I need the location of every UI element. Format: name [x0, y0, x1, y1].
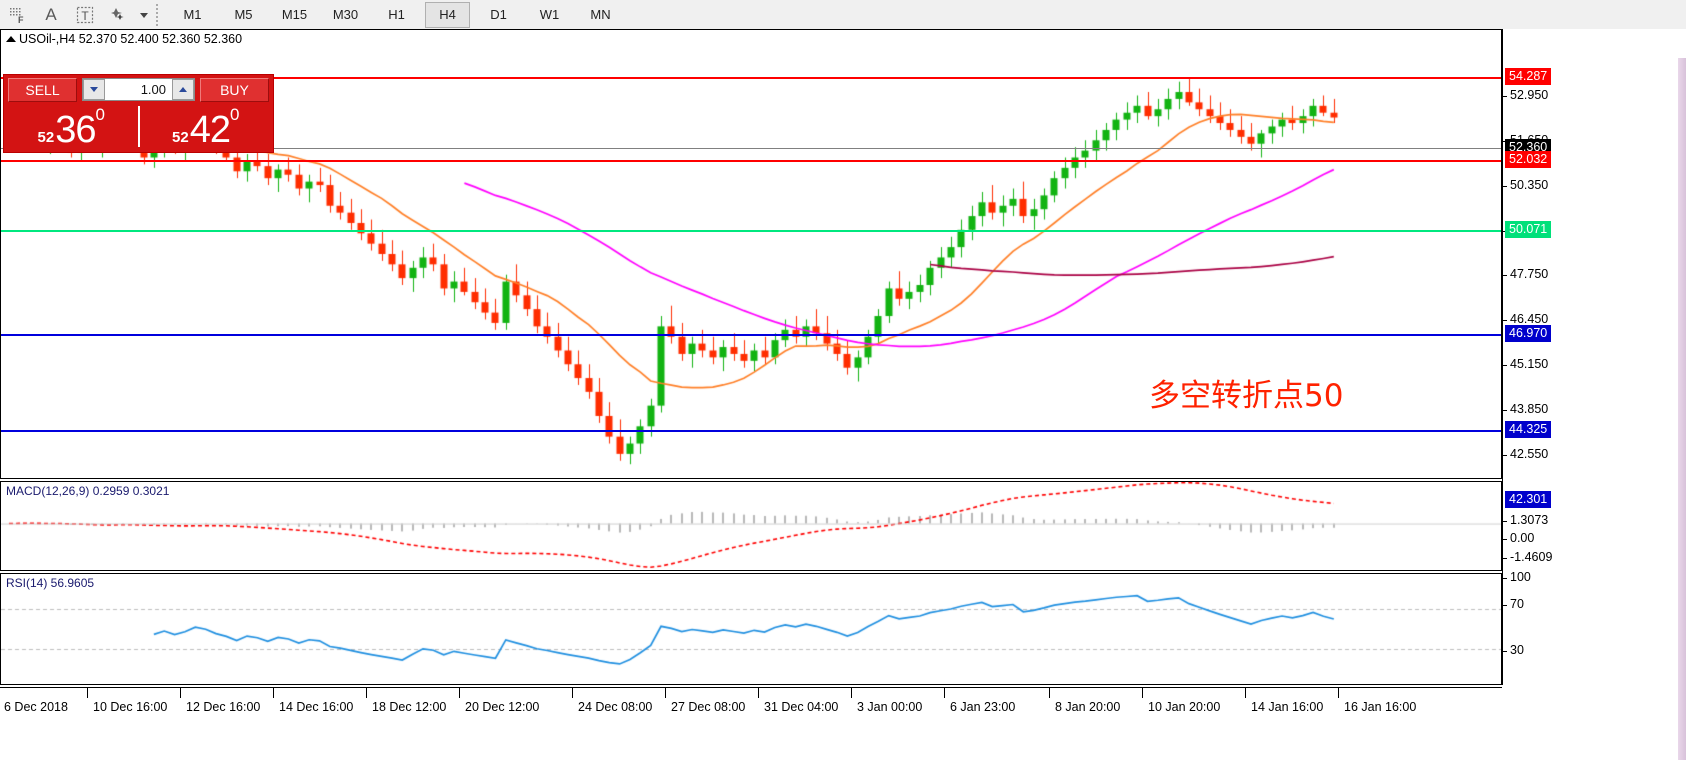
time-tick	[1049, 688, 1050, 698]
buy-price-big: 42	[189, 109, 231, 151]
sell-price[interactable]: 52 36 0	[5, 103, 138, 149]
price-scale[interactable]: 52.95051.65050.35049.05047.75046.45045.1…	[1502, 29, 1679, 685]
buy-price-lead: 52	[172, 129, 189, 146]
collapse-arrow-icon[interactable]	[6, 36, 16, 42]
price-tag-red: 52.032	[1505, 151, 1552, 168]
timeframe-m30[interactable]: M30	[332, 7, 359, 22]
buy-button[interactable]: BUY	[200, 77, 269, 102]
time-label: 12 Dec 16:00	[186, 700, 261, 714]
svg-text:F: F	[18, 15, 24, 24]
time-label: 24 Dec 08:00	[578, 700, 653, 714]
time-label: 31 Dec 04:00	[764, 700, 839, 714]
time-tick	[273, 688, 274, 698]
level-line	[1, 160, 1501, 162]
level-line	[1, 148, 1501, 149]
time-label: 14 Dec 16:00	[279, 700, 354, 714]
window-edge	[1678, 58, 1686, 760]
trade-panel-top: SELL 1.00 BUY	[5, 76, 272, 103]
timeframe-d1[interactable]: D1	[490, 7, 507, 22]
timeframe-h4[interactable]: H4	[425, 1, 470, 28]
sell-price-lead: 52	[37, 129, 55, 146]
time-tick	[758, 688, 759, 698]
time-label: 16 Jan 16:00	[1344, 700, 1417, 714]
time-tick	[180, 688, 181, 698]
time-tick	[665, 688, 666, 698]
time-label: 6 Dec 2018	[4, 700, 68, 714]
time-label: 6 Jan 23:00	[950, 700, 1016, 714]
chart-area: USOil-,H4 52.370 52.400 52.360 52.360 多空…	[0, 29, 1686, 760]
time-label: 10 Dec 16:00	[93, 700, 168, 714]
level-line	[1, 334, 1501, 336]
rsi-canvas	[1, 574, 1501, 684]
timeframe-mn[interactable]: MN	[590, 7, 611, 22]
volume-input[interactable]: 1.00	[82, 78, 195, 101]
buy-price[interactable]: 52 42 0	[140, 103, 273, 149]
macd-pane[interactable]: MACD(12,26,9) 0.2959 0.3021	[0, 481, 1502, 571]
sell-price-big: 36	[55, 109, 96, 151]
timeframe-m5[interactable]: M5	[234, 7, 253, 22]
sell-button[interactable]: SELL	[8, 77, 77, 102]
time-label: 18 Dec 12:00	[372, 700, 447, 714]
time-label: 14 Jan 16:00	[1251, 700, 1324, 714]
price-tag-blue: 44.325	[1505, 421, 1552, 438]
time-axis: 6 Dec 2018 10 Dec 16:00 12 Dec 16:00 14 Dec…	[0, 687, 1502, 731]
price-tag-green: 50.071	[1505, 221, 1552, 238]
time-label: 27 Dec 08:00	[671, 700, 746, 714]
time-tick	[1142, 688, 1143, 698]
rsi-label: RSI(14) 56.9605	[6, 576, 95, 590]
svg-text:T: T	[81, 9, 89, 23]
time-label: 3 Jan 00:00	[857, 700, 923, 714]
timeframe-h1[interactable]: H1	[388, 7, 405, 22]
templates-icon[interactable]	[102, 1, 136, 28]
timeframe-m1[interactable]: M1	[183, 7, 202, 22]
level-line	[1, 77, 1501, 79]
price-divider	[137, 106, 140, 147]
templates-dropdown-icon[interactable]	[136, 1, 152, 28]
time-tick	[459, 688, 460, 698]
buy-price-sup: 0	[230, 105, 240, 124]
price-tag-red: 54.287	[1505, 68, 1552, 85]
volume-decrease-button[interactable]	[83, 79, 105, 100]
toolbar: F A T M1 M5 M15 M30 H1 H4 D1 W1 MN	[0, 0, 1686, 30]
time-label: 8 Jan 20:00	[1055, 700, 1121, 714]
price-tag-blue: 42.301	[1505, 491, 1552, 508]
time-tick	[572, 688, 573, 698]
symbol-ohlc-label: USOil-,H4 52.370 52.400 52.360 52.360	[19, 32, 243, 46]
one-click-trading-panel[interactable]: SELL 1.00 BUY 52 36 0 52 42 0	[4, 75, 273, 152]
timeframe-m15[interactable]: M15	[281, 7, 308, 22]
time-label: 10 Jan 20:00	[1148, 700, 1221, 714]
time-tick	[366, 688, 367, 698]
time-tick	[851, 688, 852, 698]
time-label: 20 Dec 12:00	[465, 700, 540, 714]
volume-value[interactable]: 1.00	[140, 82, 166, 97]
time-tick	[87, 688, 88, 698]
toolbar-separator	[156, 3, 163, 26]
volume-increase-button[interactable]	[172, 79, 194, 100]
macd-canvas	[1, 482, 1501, 570]
time-tick	[1245, 688, 1246, 698]
time-tick	[944, 688, 945, 698]
level-line	[1, 230, 1501, 232]
price-tag-blue: 46.970	[1505, 325, 1552, 342]
text-tool-icon[interactable]: A	[45, 4, 57, 24]
indicators-icon[interactable]: F	[0, 1, 34, 28]
trade-panel-prices: 52 36 0 52 42 0	[5, 103, 272, 149]
price-pane[interactable]: USOil-,H4 52.370 52.400 52.360 52.360 多空…	[0, 29, 1502, 479]
timeframe-w1[interactable]: W1	[539, 7, 560, 22]
time-tick	[1338, 688, 1339, 698]
macd-label: MACD(12,26,9) 0.2959 0.3021	[6, 484, 170, 498]
rsi-pane[interactable]: RSI(14) 56.9605	[0, 573, 1502, 685]
level-line	[1, 430, 1501, 432]
sell-price-sup: 0	[95, 105, 105, 124]
text-label-icon[interactable]: T	[68, 1, 102, 28]
timeframe-group: M1 M5 M15 M30 H1 H4 D1 W1 MN	[167, 1, 626, 28]
chart-annotation: 多空转折点50	[1149, 378, 1344, 414]
